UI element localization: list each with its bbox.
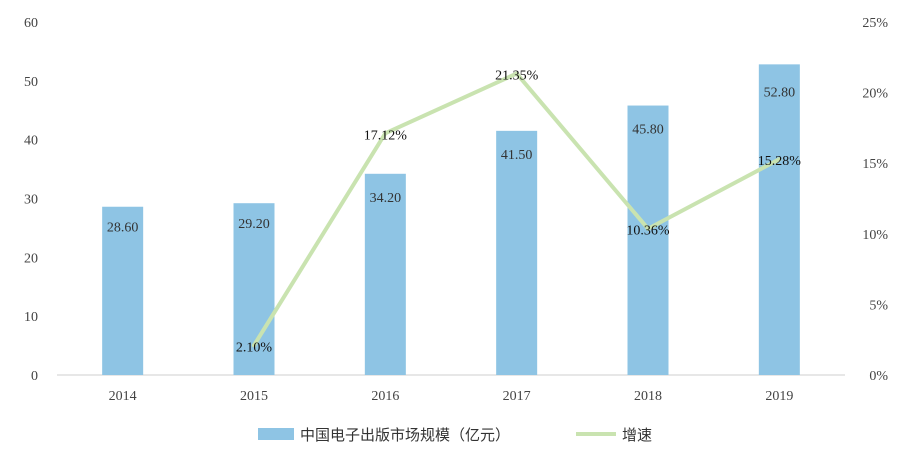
- x-axis-tick-label: 2017: [503, 389, 531, 404]
- line-data-label: 2.10%: [236, 340, 273, 355]
- line-data-label: 15.28%: [758, 154, 802, 169]
- growth-point: [777, 157, 782, 162]
- right-axis-tick-label: 5%: [869, 298, 888, 313]
- bar-data-label: 45.80: [632, 123, 664, 138]
- left-axis-tick-label: 10: [24, 310, 38, 325]
- legend-bar-swatch: [258, 428, 294, 440]
- line-data-label: 10.36%: [626, 224, 670, 239]
- bar: [758, 64, 800, 376]
- line-data-labels: 2.10% 17.12% 21.35% 10.36% 15.28%: [236, 69, 801, 356]
- bar-data-labels: 28.60 29.20 34.20 41.50 45.80 52.80: [107, 85, 795, 235]
- bar-data-label: 41.50: [501, 148, 533, 163]
- bar-series: [102, 64, 800, 376]
- left-axis-tick-label: 30: [24, 193, 38, 208]
- left-axis-ticks: 0 10 20 30 40 50 60: [24, 16, 38, 384]
- bar: [496, 130, 538, 375]
- x-axis-tick-label: 2019: [765, 389, 793, 404]
- legend: 中国电子出版市场规模（亿元） 增速: [258, 426, 652, 444]
- growth-point: [383, 131, 388, 136]
- legend-line-label: 增速: [622, 426, 652, 444]
- line-data-label: 21.35%: [495, 69, 539, 84]
- bar: [364, 173, 406, 375]
- bar-data-label: 28.60: [107, 221, 139, 236]
- bar: [102, 206, 144, 375]
- legend-bar-label: 中国电子出版市场规模（亿元）: [300, 426, 510, 444]
- line-data-label: 17.12%: [364, 128, 408, 143]
- x-axis-tick-label: 2015: [240, 389, 268, 404]
- x-axis-tick-label: 2016: [371, 389, 399, 404]
- x-axis-tick-label: 2018: [634, 389, 662, 404]
- left-axis-tick-label: 40: [24, 134, 38, 149]
- right-axis-tick-label: 0%: [869, 369, 888, 384]
- growth-point: [252, 343, 256, 348]
- left-axis-tick-label: 60: [24, 16, 38, 31]
- left-axis-tick-label: 20: [24, 251, 38, 266]
- bar-data-label: 29.20: [238, 217, 270, 232]
- right-axis-tick-label: 10%: [862, 228, 888, 243]
- growth-point: [646, 226, 650, 231]
- x-axis-tick-label: 2014: [109, 389, 137, 404]
- left-axis-tick-label: 50: [24, 75, 38, 90]
- bar-data-label: 52.80: [764, 85, 796, 100]
- growth-point: [514, 71, 519, 76]
- bar: [627, 105, 669, 375]
- line-series: [252, 71, 782, 348]
- right-axis-tick-label: 25%: [862, 16, 888, 31]
- bar-data-label: 34.20: [370, 191, 402, 206]
- x-axis-ticks: 2014 2015 2016 2017 2018 2019: [109, 389, 794, 404]
- right-axis-tick-label: 20%: [862, 87, 888, 102]
- left-axis-tick-label: 0: [31, 369, 38, 384]
- right-axis-tick-label: 15%: [862, 157, 888, 172]
- right-axis-ticks: 0% 5% 10% 15% 20% 25%: [862, 16, 888, 384]
